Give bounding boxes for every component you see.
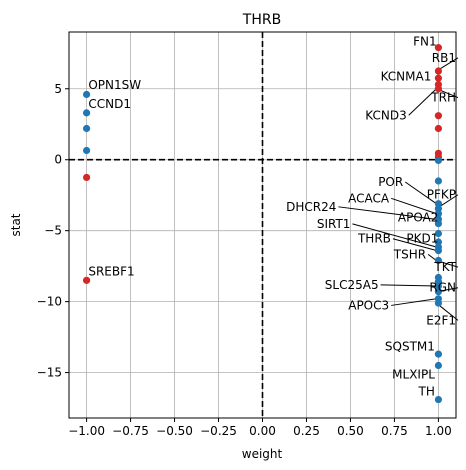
annotation-label: THRB (357, 232, 391, 246)
x-axis-label: weight (242, 447, 283, 461)
annotation-label: FN1 (413, 34, 437, 48)
y-axis-label: stat (9, 213, 23, 236)
annotation-label: E2F1 (426, 313, 456, 327)
annotation-label: TRH (430, 91, 456, 105)
annotation-leader-line (380, 284, 437, 287)
annotation-label: ACACA (348, 191, 390, 205)
data-point (434, 177, 443, 185)
x-tick-label: −1.00 (68, 424, 105, 438)
data-point (434, 350, 443, 358)
data-point (434, 205, 443, 213)
data-point (434, 124, 443, 133)
data-points (82, 44, 443, 404)
data-point (434, 85, 443, 93)
data-point (434, 74, 443, 82)
annotation-label: KCND3 (365, 108, 406, 122)
x-tick-label: 0.75 (381, 424, 408, 438)
annotation-label: APOA2 (398, 210, 439, 224)
y-tick-label: −5 (44, 224, 62, 238)
annotation-label: TSHR (393, 247, 426, 261)
data-point (82, 90, 91, 99)
data-point (434, 361, 443, 370)
data-point (82, 124, 91, 133)
data-point (434, 238, 443, 246)
annotation-label: PFKP (427, 188, 456, 202)
data-point (82, 146, 91, 155)
y-axis-ticks: −15 −10 −5 0 5 (37, 82, 69, 380)
data-point (434, 112, 443, 120)
annotation-label: OPN1SW (88, 78, 141, 92)
data-point (82, 109, 91, 117)
data-point (434, 256, 443, 265)
x-tick-label: 1.00 (425, 424, 452, 438)
annotation-leader-line (408, 88, 437, 116)
annotation-label: PKD1 (406, 232, 438, 246)
annotation-leader-line (338, 206, 437, 220)
annotation-label: SREBF1 (88, 264, 134, 278)
annotation-label: MLXIPL (392, 367, 435, 381)
data-point (434, 44, 443, 52)
y-tick-label: −15 (37, 366, 62, 380)
data-point (434, 200, 443, 208)
annotation-label: SIRT1 (317, 217, 351, 231)
data-point (434, 395, 443, 404)
annotation-leader-line (404, 181, 437, 205)
annotation-label: SLC25A5 (325, 278, 379, 292)
annotation-label: DHCR24 (286, 200, 336, 214)
annotation-label: APOC3 (348, 298, 389, 312)
data-point (434, 282, 443, 290)
annotation-label: TH (418, 384, 435, 398)
data-point (82, 173, 91, 182)
x-tick-label: −0.25 (200, 424, 237, 438)
data-point (434, 229, 443, 238)
x-tick-label: 0.50 (337, 424, 364, 438)
data-point (434, 219, 443, 228)
annotation-label: CCND1 (88, 97, 131, 111)
data-point (434, 67, 443, 75)
data-point (434, 210, 443, 218)
data-point (82, 276, 91, 284)
data-point (434, 246, 443, 255)
reference-lines (69, 32, 456, 418)
annotation-leader-line (391, 298, 437, 306)
data-point (434, 156, 443, 165)
chart-title: THRB (242, 12, 281, 28)
x-tick-label: −0.75 (112, 424, 149, 438)
annotation-leader-line (390, 197, 437, 215)
y-tick-label: 5 (54, 82, 62, 96)
data-point (434, 288, 443, 296)
annotation-label: RGN (429, 281, 456, 295)
data-point (434, 299, 443, 307)
annotation-leader-line (392, 238, 437, 252)
x-tick-label: 0.25 (293, 424, 320, 438)
annotation-label: SQSTM1 (385, 340, 435, 354)
x-tick-label: −0.50 (156, 424, 193, 438)
x-tick-label: 0.00 (249, 424, 276, 438)
annotation-label: POR (378, 175, 403, 189)
annotation-label: KCNMA1 (381, 69, 432, 83)
annotation-label: RB1 (432, 51, 456, 65)
annotation-label: TKT (433, 260, 456, 274)
y-tick-label: 0 (54, 153, 62, 167)
x-axis-ticks: −1.00 −0.75 −0.50 −0.25 0.00 0.25 0.50 0.75 1.00 (68, 418, 452, 438)
annotation-leader-line (352, 223, 437, 248)
y-tick-label: −10 (37, 295, 62, 309)
